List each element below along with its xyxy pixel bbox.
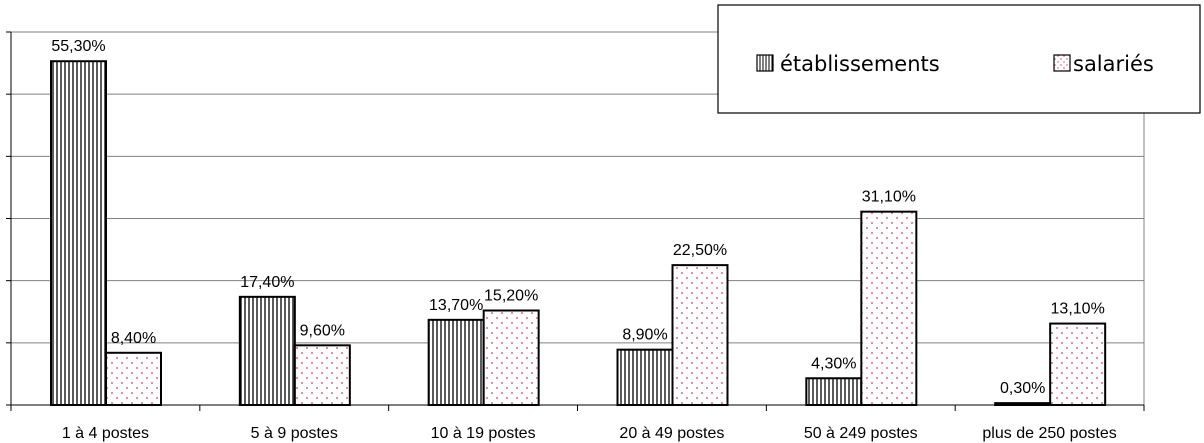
bar-salaries-50-a-249-postes	[860, 210, 918, 406]
bar-etablissements-50-a-249-postes	[805, 377, 863, 407]
data-label-salaries-50-a-249-postes: 31,10%	[862, 189, 916, 206]
legend-box	[717, 4, 1201, 114]
data-label-etablissements-50-a-249-postes: 4,30%	[811, 355, 856, 372]
bar-salaries-5-a-9-postes	[293, 344, 351, 407]
bar-salaries-20-a-49-postes	[671, 264, 729, 406]
bar-etablissements-20-a-49-postes	[616, 348, 674, 406]
data-label-etablissements-20-a-49-postes: 8,90%	[622, 327, 667, 344]
legend: établissements salariés	[717, 4, 1201, 114]
legend-label-salaries: salariés	[1073, 52, 1154, 76]
data-label-salaries-10-a-19-postes: 15,20%	[484, 288, 538, 305]
data-label-etablissements-plus-de-250-postes: 0,30%	[1000, 380, 1045, 397]
data-label-salaries-1-a-4-postes: 8,40%	[111, 330, 156, 347]
legend-swatch-etablissements	[756, 54, 774, 72]
bar-etablissements-plus-de-250-postes	[994, 402, 1052, 407]
x-tick-label-1-a-4-postes: 1 à 4 postes	[62, 425, 149, 442]
bar-etablissements-10-a-19-postes	[427, 318, 485, 406]
x-tick-label-10-a-19-postes: 10 à 19 postes	[431, 425, 536, 442]
data-label-salaries-5-a-9-postes: 9,60%	[300, 322, 345, 339]
data-label-salaries-plus-de-250-postes: 13,10%	[1051, 301, 1105, 318]
data-label-etablissements-1-a-4-postes: 55,30%	[51, 38, 105, 55]
data-label-etablissements-10-a-19-postes: 13,70%	[429, 297, 483, 314]
bar-salaries-10-a-19-postes	[482, 309, 540, 406]
bar-salaries-1-a-4-postes	[105, 351, 162, 406]
legend-swatch-salaries	[1053, 54, 1071, 72]
legend-label-etablissements: établissements	[780, 52, 940, 76]
bar-etablissements-1-a-4-postes	[50, 60, 107, 407]
x-tick-label-plus-de-250-postes: plus de 250 postes	[982, 425, 1116, 442]
data-label-salaries-20-a-49-postes: 22,50%	[673, 242, 727, 259]
data-label-etablissements-5-a-9-postes: 17,40%	[240, 274, 294, 291]
data-labels: 55,30% 17,40% 13,70% 8,90% 4,30% 0,30% 8,40% 9,…	[51, 38, 1104, 397]
axes	[6, 31, 1145, 411]
bar-etablissements-5-a-9-postes	[238, 295, 296, 406]
x-tick-labels: 1 à 4 postes 5 à 9 postes 10 à 19 postes 20…	[62, 425, 1117, 442]
x-tick-label-20-a-49-postes: 20 à 49 postes	[619, 425, 724, 442]
gridlines	[11, 31, 1145, 405]
bars	[50, 60, 1107, 407]
bar-salaries-plus-de-250-postes	[1049, 322, 1107, 407]
x-tick-label-5-a-9-postes: 5 à 9 postes	[251, 425, 338, 442]
x-tick-label-50-a-249-postes: 50 à 249 postes	[804, 425, 918, 442]
